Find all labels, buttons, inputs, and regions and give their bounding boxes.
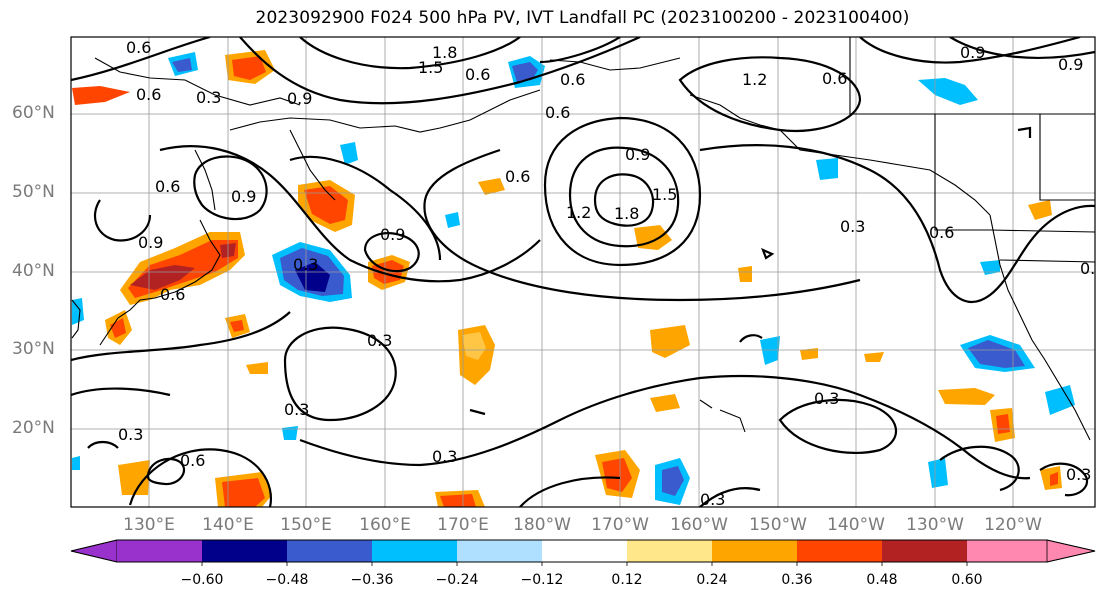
contour-label: 0.6 <box>822 69 847 88</box>
colorbar-bin <box>882 540 967 562</box>
contour-label: 0.6 <box>180 451 205 470</box>
contour-labels: 0.6 1.8 1.5 0.9 0.3 0.6 0.6 0.6 1.2 0.6 … <box>118 38 1105 509</box>
colorbar-bin <box>967 540 1047 562</box>
lat-label: 40°N <box>12 261 55 281</box>
lon-label: 130°W <box>906 515 964 535</box>
colorbar-bin <box>797 540 882 562</box>
contour-label: 0.6 <box>560 70 585 89</box>
contour-label: 0.6 <box>160 285 185 304</box>
lat-label: 60°N <box>12 103 55 123</box>
colorbar <box>70 539 1096 566</box>
colorbar-tick-label: −0.12 <box>520 572 564 588</box>
contour-label: 1.2 <box>742 70 767 89</box>
lon-label: 150°W <box>749 515 807 535</box>
contour-label: 0.6 <box>465 65 490 84</box>
colorbar-bin <box>712 540 797 562</box>
colorbar-tick-label: −0.24 <box>435 572 479 588</box>
lat-label: 30°N <box>12 339 55 359</box>
colorbar-bin <box>627 540 712 562</box>
colorbar-bin <box>117 540 202 562</box>
colorbar-extend-low <box>70 539 118 563</box>
contour-label: 0.3 <box>1066 465 1091 484</box>
colorbar-tick-label: −0.48 <box>265 572 309 588</box>
colorbar-bin <box>542 540 627 562</box>
contour-label: 0.9 <box>960 43 985 62</box>
contour-label: 0.6 <box>136 85 161 104</box>
colorbar-bin <box>457 540 542 562</box>
contour-label: 0.3 <box>814 389 839 408</box>
contour-label: 1.8 <box>614 204 639 223</box>
contour-label: 0.3 <box>840 217 865 236</box>
colorbar-bin <box>202 540 287 562</box>
contour-label: 0.6 <box>155 177 180 196</box>
contour-label: 0.9 <box>380 225 405 244</box>
contour-label: 0.3 <box>432 447 457 466</box>
contour-label: 0.9 <box>625 145 650 164</box>
colorbar-tick-label: 0.24 <box>696 572 728 588</box>
lon-label: 180°W <box>513 515 571 535</box>
lon-label: 170°W <box>591 515 649 535</box>
contour-label: 0.6 <box>545 103 570 122</box>
contour-label: 0.3 <box>293 255 318 274</box>
lon-label: 140°W <box>827 515 885 535</box>
lat-label: 50°N <box>12 182 55 202</box>
colorbar-tick-label: 0.48 <box>866 572 898 588</box>
contour-label: 0.9 <box>1058 55 1083 74</box>
contour-label: 0.3 <box>196 88 221 107</box>
contour-label: 1.2 <box>566 203 591 222</box>
contour-label: 1.8 <box>432 43 457 62</box>
map-title: 2023092900 F024 500 hPa PV, IVT Landfall… <box>255 8 910 28</box>
lon-label: 170°E <box>437 515 489 535</box>
lon-label: 160°E <box>359 515 411 535</box>
colorbar-tick-label: 0.60 <box>951 572 983 588</box>
contour-label: 1.5 <box>652 185 677 204</box>
contour-label: 0.9 <box>287 89 312 108</box>
contour-label: 0.9 <box>138 233 163 252</box>
contour-label: 0.6 <box>126 38 151 57</box>
coastlines <box>71 37 1095 441</box>
colorbar-bin <box>287 540 372 562</box>
colorbar-tick-label: −0.36 <box>350 572 394 588</box>
contour-label: 0.6 <box>929 223 954 242</box>
lon-label: 150°E <box>280 515 332 535</box>
colorbar-tick-label: 0.12 <box>611 572 643 588</box>
contour-label: 0.6 <box>505 167 530 186</box>
pv-contours <box>71 37 1095 507</box>
colorbar-extend-high <box>1046 539 1096 563</box>
contour-label: 0.9 <box>231 187 256 206</box>
contour-label: 1.5 <box>418 58 443 77</box>
lon-label: 120°W <box>984 515 1042 535</box>
lat-label: 20°N <box>12 418 55 438</box>
contour-label: 0.3 <box>118 425 143 444</box>
colorbar-bin <box>372 540 457 562</box>
colorbar-tick-label: −0.60 <box>180 572 224 588</box>
colorbar-tick-label: 0.36 <box>781 572 813 588</box>
contour-label: 0.3 <box>284 400 309 419</box>
contour-label: 0.3 <box>367 331 392 350</box>
contour-label: 0.3 <box>700 490 725 509</box>
map-plot-area: 0.6 1.8 1.5 0.9 0.3 0.6 0.6 0.6 1.2 0.6 … <box>71 37 1105 509</box>
lon-label: 130°E <box>123 515 175 535</box>
contour-label: 0.3 <box>1080 259 1105 278</box>
lon-label: 140°E <box>202 515 254 535</box>
shaded-anomalies <box>72 50 1075 507</box>
map-frame <box>70 36 1096 508</box>
lon-label: 160°W <box>670 515 728 535</box>
